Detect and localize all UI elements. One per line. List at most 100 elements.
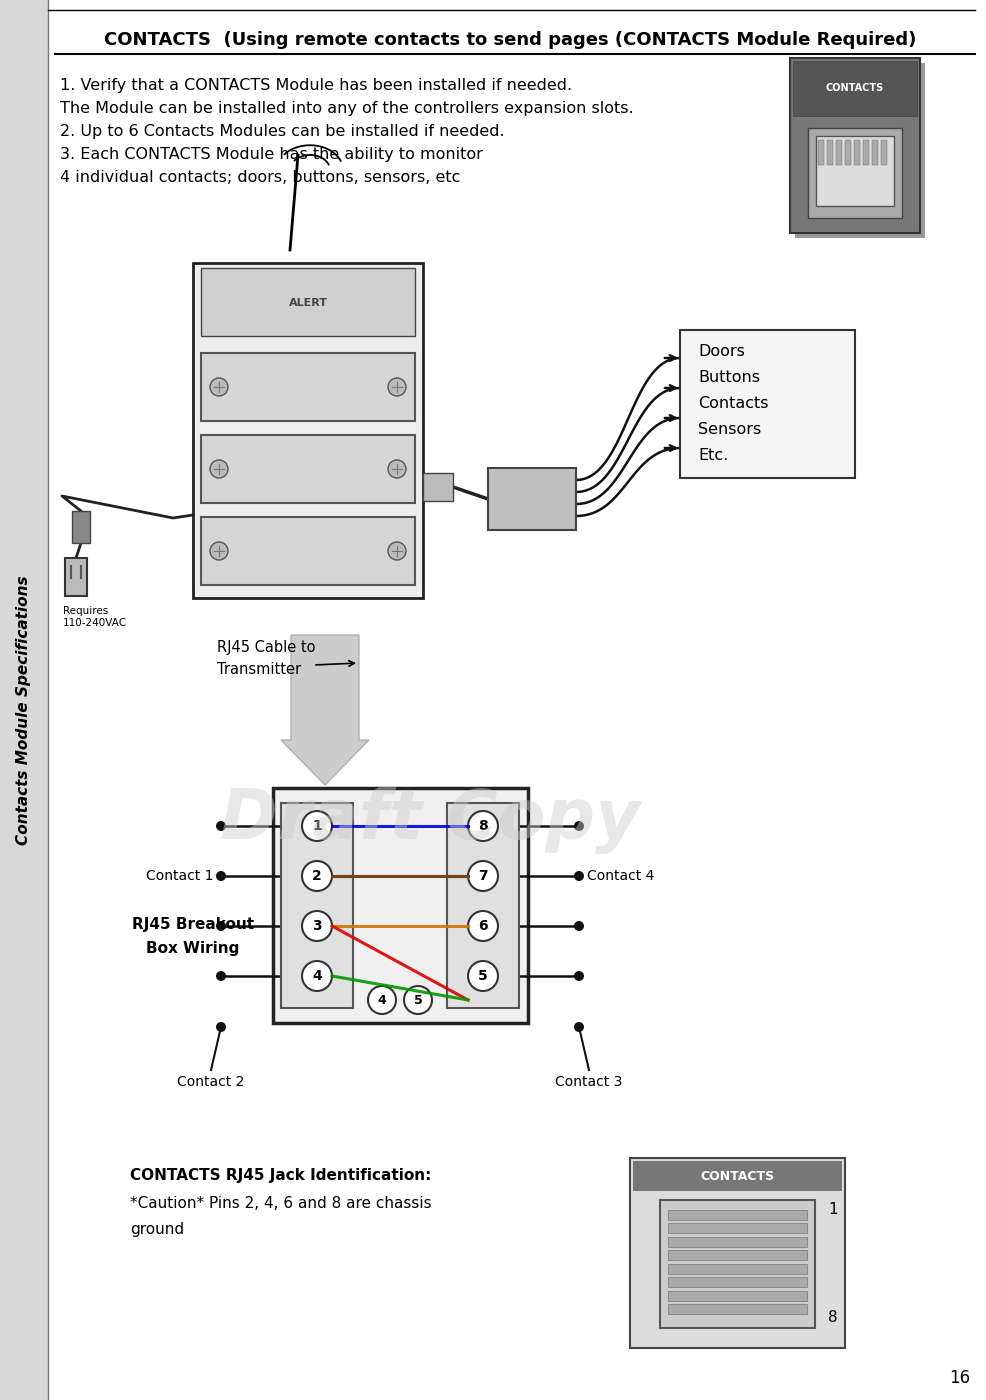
Text: Contact 4: Contact 4 [587, 869, 655, 883]
Bar [863, 140, 869, 165]
Bar [680, 330, 855, 477]
Text: 5: 5 [478, 969, 488, 983]
Text: CONTACTS: CONTACTS [700, 1169, 774, 1183]
Bar [854, 140, 860, 165]
Text: Sensors: Sensors [698, 423, 761, 437]
Circle shape [574, 871, 584, 881]
Bar [630, 1158, 845, 1348]
Text: ALERT: ALERT [289, 298, 327, 308]
Text: 4 individual contacts; doors, buttons, sensors, etc: 4 individual contacts; doors, buttons, s… [60, 169, 460, 185]
Circle shape [302, 811, 332, 841]
Bar [0, 0, 48, 1400]
Bar [201, 435, 415, 503]
Circle shape [574, 972, 584, 981]
Text: 7: 7 [478, 869, 488, 883]
Bar [836, 140, 842, 165]
Text: Contacts: Contacts [698, 396, 768, 412]
Bar [201, 353, 415, 421]
Text: CONTACTS RJ45 Jack Identification:: CONTACTS RJ45 Jack Identification: [130, 1168, 432, 1183]
Circle shape [368, 986, 396, 1014]
Text: RJ45 Breakout: RJ45 Breakout [132, 917, 254, 932]
Text: Etc.: Etc. [698, 448, 729, 463]
Circle shape [468, 911, 498, 941]
Text: RJ45 Cable to: RJ45 Cable to [217, 640, 316, 655]
Bar [72, 511, 90, 543]
Text: 1: 1 [313, 819, 321, 833]
Text: Contact 3: Contact 3 [555, 1075, 623, 1089]
Circle shape [210, 378, 228, 396]
Bar [633, 1161, 842, 1191]
Circle shape [210, 461, 228, 477]
Bar [193, 263, 423, 598]
Bar [668, 1238, 807, 1247]
Bar [273, 788, 528, 1023]
Circle shape [574, 921, 584, 931]
Text: 4: 4 [313, 969, 321, 983]
Text: 5: 5 [413, 994, 422, 1007]
Text: 8: 8 [828, 1310, 838, 1326]
Text: The Module can be installed into any of the controllers expansion slots.: The Module can be installed into any of … [60, 101, 634, 116]
Circle shape [216, 871, 226, 881]
Text: 3: 3 [313, 918, 321, 932]
Text: Contact 1: Contact 1 [146, 869, 213, 883]
Bar [65, 559, 87, 596]
Bar [668, 1224, 807, 1233]
Circle shape [216, 921, 226, 931]
Circle shape [302, 960, 332, 991]
Text: Box Wiring: Box Wiring [146, 941, 240, 956]
Bar [881, 140, 887, 165]
Circle shape [216, 972, 226, 981]
Circle shape [210, 542, 228, 560]
Bar [668, 1264, 807, 1274]
Text: CONTACTS  (Using remote contacts to send pages (CONTACTS Module Required): CONTACTS (Using remote contacts to send … [104, 31, 916, 49]
Bar [668, 1250, 807, 1260]
Circle shape [302, 911, 332, 941]
Text: CONTACTS: CONTACTS [826, 83, 884, 92]
Text: Contacts Module Specifications: Contacts Module Specifications [17, 575, 32, 844]
Bar [795, 63, 925, 238]
Bar [668, 1291, 807, 1301]
Text: 3. Each CONTACTS Module has the ability to monitor: 3. Each CONTACTS Module has the ability … [60, 147, 483, 162]
Circle shape [388, 461, 406, 477]
Text: *Caution* Pins 2, 4, 6 and 8 are chassis: *Caution* Pins 2, 4, 6 and 8 are chassis [130, 1196, 432, 1211]
Bar [668, 1303, 807, 1315]
Bar [827, 140, 833, 165]
Text: 8: 8 [478, 819, 488, 833]
Bar [660, 1200, 815, 1329]
Text: Contact 2: Contact 2 [177, 1075, 245, 1089]
Text: Transmitter: Transmitter [217, 662, 301, 678]
Bar [818, 140, 824, 165]
Text: ground: ground [130, 1222, 184, 1238]
Circle shape [574, 820, 584, 832]
Bar [668, 1210, 807, 1219]
Circle shape [216, 1022, 226, 1032]
Bar [281, 804, 353, 1008]
Text: 2. Up to 6 Contacts Modules can be installed if needed.: 2. Up to 6 Contacts Modules can be insta… [60, 125, 505, 139]
Text: 16: 16 [950, 1369, 970, 1387]
Circle shape [388, 378, 406, 396]
Text: Doors: Doors [698, 344, 744, 360]
Text: 4: 4 [378, 994, 387, 1007]
Bar [808, 127, 902, 218]
Text: Requires
110-240VAC: Requires 110-240VAC [63, 606, 127, 627]
Text: 6: 6 [478, 918, 488, 932]
Circle shape [468, 811, 498, 841]
FancyArrow shape [281, 636, 369, 785]
Bar [816, 136, 894, 206]
Circle shape [574, 1022, 584, 1032]
Bar [790, 57, 920, 232]
Bar [447, 804, 519, 1008]
Bar [793, 62, 917, 116]
Circle shape [302, 861, 332, 890]
Text: Buttons: Buttons [698, 371, 760, 385]
Text: 1. Verify that a CONTACTS Module has been installed if needed.: 1. Verify that a CONTACTS Module has bee… [60, 78, 572, 92]
Circle shape [468, 960, 498, 991]
Text: 2: 2 [313, 869, 321, 883]
Bar [201, 267, 415, 336]
Circle shape [388, 542, 406, 560]
Circle shape [216, 820, 226, 832]
Bar [872, 140, 878, 165]
Bar [201, 517, 415, 585]
Bar [668, 1277, 807, 1287]
Bar [845, 140, 851, 165]
